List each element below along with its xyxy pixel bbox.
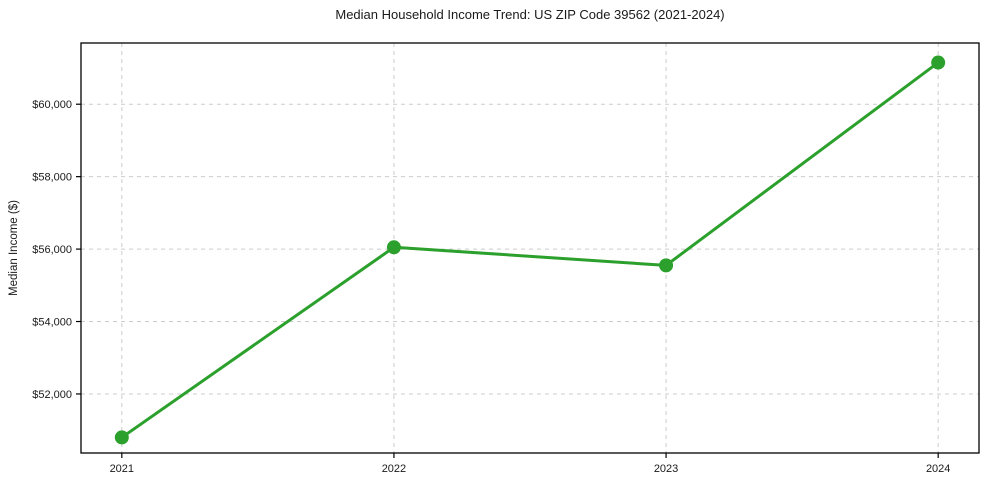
y-tick-label: $52,000	[32, 389, 72, 401]
x-tick-label: 2022	[382, 463, 406, 475]
x-tick-label: 2021	[110, 463, 134, 475]
data-point	[386, 240, 401, 255]
y-tick-label: $56,000	[32, 244, 72, 256]
x-tick-label: 2024	[926, 463, 950, 475]
data-point	[114, 430, 129, 445]
y-tick-label: $60,000	[32, 99, 72, 111]
x-tick-label: 2023	[654, 463, 678, 475]
data-point	[659, 258, 674, 273]
plot-border	[80, 42, 980, 454]
data-line	[120, 61, 940, 439]
y-tick-label: $54,000	[32, 317, 72, 329]
y-tick-label: $58,000	[32, 172, 72, 184]
chart-title: Median Household Income Trend: US ZIP Co…	[335, 7, 725, 22]
y-axis-label: Median Income ($)	[8, 200, 20, 296]
data-point	[931, 55, 946, 70]
